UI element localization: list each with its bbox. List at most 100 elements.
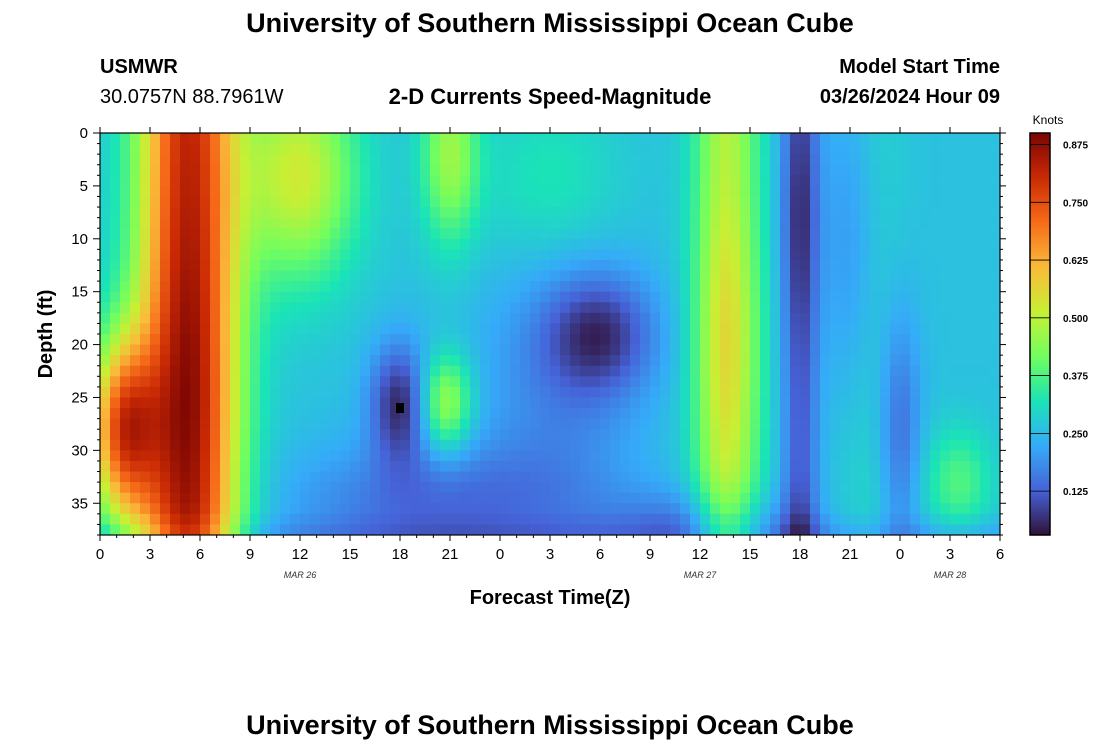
heatmap-cell bbox=[900, 196, 911, 208]
heatmap-cell bbox=[680, 133, 691, 145]
heatmap-cell bbox=[400, 397, 411, 409]
heatmap-cell bbox=[850, 228, 861, 240]
heatmap-cell bbox=[590, 196, 601, 208]
heatmap-cell bbox=[790, 207, 801, 219]
heatmap-cell bbox=[310, 217, 321, 229]
heatmap-cell bbox=[270, 450, 281, 462]
heatmap-cell bbox=[800, 344, 811, 356]
heatmap-cell bbox=[890, 302, 901, 314]
heatmap-cell bbox=[500, 207, 511, 219]
heatmap-cell bbox=[270, 460, 281, 473]
heatmap-cell bbox=[810, 196, 821, 208]
heatmap-cell bbox=[340, 207, 351, 219]
heatmap-cell bbox=[660, 259, 671, 272]
heatmap-cell bbox=[920, 249, 931, 261]
heatmap-cell bbox=[770, 323, 781, 335]
heatmap-cell bbox=[460, 524, 471, 535]
heatmap-cell bbox=[940, 429, 951, 441]
heatmap-cell bbox=[930, 238, 941, 250]
heatmap-cell bbox=[940, 482, 951, 494]
heatmap-cell bbox=[880, 471, 891, 483]
heatmap-cell bbox=[720, 207, 731, 219]
heatmap-cell bbox=[550, 217, 561, 229]
heatmap-cell bbox=[540, 270, 551, 282]
heatmap-cell bbox=[450, 196, 461, 208]
heatmap-cell bbox=[970, 175, 981, 187]
heatmap-cell bbox=[100, 302, 111, 314]
heatmap-cell bbox=[430, 164, 441, 176]
heatmap-cell bbox=[750, 238, 761, 250]
x-tick-label: 3 bbox=[546, 546, 554, 563]
heatmap-cell bbox=[490, 450, 501, 462]
heatmap-cell bbox=[410, 524, 421, 535]
heatmap-cell bbox=[380, 386, 391, 399]
heatmap-cell bbox=[730, 418, 741, 430]
heatmap-cell bbox=[170, 492, 181, 504]
heatmap-cell bbox=[960, 259, 971, 272]
heatmap-cell bbox=[780, 344, 791, 356]
heatmap-cell bbox=[240, 386, 251, 399]
heatmap-cell bbox=[750, 334, 761, 346]
heatmap-cell bbox=[510, 312, 521, 325]
heatmap-cell bbox=[460, 386, 471, 399]
heatmap-cell bbox=[960, 418, 971, 430]
heatmap-cell bbox=[610, 439, 621, 451]
heatmap-cell bbox=[460, 291, 471, 303]
heatmap-cell bbox=[320, 386, 331, 399]
heatmap-cell bbox=[780, 175, 791, 187]
heatmap-cell bbox=[260, 323, 271, 335]
heatmap-cell bbox=[740, 270, 751, 282]
heatmap-cell bbox=[500, 281, 511, 293]
heatmap-cell bbox=[710, 133, 721, 145]
heatmap-cell bbox=[900, 503, 911, 515]
heatmap-cell bbox=[660, 133, 671, 145]
heatmap-cell bbox=[140, 164, 151, 176]
heatmap-cell bbox=[370, 450, 381, 462]
heatmap-cell bbox=[250, 270, 261, 282]
heatmap-cell bbox=[860, 196, 871, 208]
heatmap-cell bbox=[890, 175, 901, 187]
heatmap-cell bbox=[860, 323, 871, 335]
heatmap-cell bbox=[690, 270, 701, 282]
heatmap-cell bbox=[800, 238, 811, 250]
heatmap-cell bbox=[380, 217, 391, 229]
heatmap-cell bbox=[450, 503, 461, 515]
heatmap-cell bbox=[170, 238, 181, 250]
heatmap-cell bbox=[610, 524, 621, 535]
heatmap-cell bbox=[920, 376, 931, 388]
heatmap-cell bbox=[880, 460, 891, 473]
heatmap-cell bbox=[840, 482, 851, 494]
heatmap-cell bbox=[780, 460, 791, 473]
heatmap-cell bbox=[390, 524, 401, 535]
heatmap-cell bbox=[880, 376, 891, 388]
heatmap-cell bbox=[250, 217, 261, 229]
heatmap-cell bbox=[640, 302, 651, 314]
heatmap-cell bbox=[160, 439, 171, 451]
heatmap-cell bbox=[250, 164, 261, 176]
heatmap-cell bbox=[580, 175, 591, 187]
heatmap-cell bbox=[310, 175, 321, 187]
heatmap-cell bbox=[270, 397, 281, 409]
heatmap-cell bbox=[540, 386, 551, 399]
heatmap-cell bbox=[890, 492, 901, 504]
heatmap-cell bbox=[280, 450, 291, 462]
heatmap-cell bbox=[700, 196, 711, 208]
heatmap-cell bbox=[270, 386, 281, 399]
heatmap-cell bbox=[560, 291, 571, 303]
heatmap-cell bbox=[310, 196, 321, 208]
heatmap-cell bbox=[890, 344, 901, 356]
heatmap-cell bbox=[820, 196, 831, 208]
heatmap-cell bbox=[140, 503, 151, 515]
heatmap-cell bbox=[760, 513, 771, 526]
heatmap-cell bbox=[560, 429, 571, 441]
heatmap-cell bbox=[910, 133, 921, 145]
heatmap-cell bbox=[670, 503, 681, 515]
heatmap-cell bbox=[420, 154, 431, 166]
heatmap-cell bbox=[140, 376, 151, 388]
heatmap-cell bbox=[690, 175, 701, 187]
heatmap-cell bbox=[270, 143, 281, 155]
heatmap-cell bbox=[130, 439, 141, 451]
heatmap-cell bbox=[130, 513, 141, 526]
heatmap-cell bbox=[870, 355, 881, 367]
heatmap-cell bbox=[590, 355, 601, 367]
